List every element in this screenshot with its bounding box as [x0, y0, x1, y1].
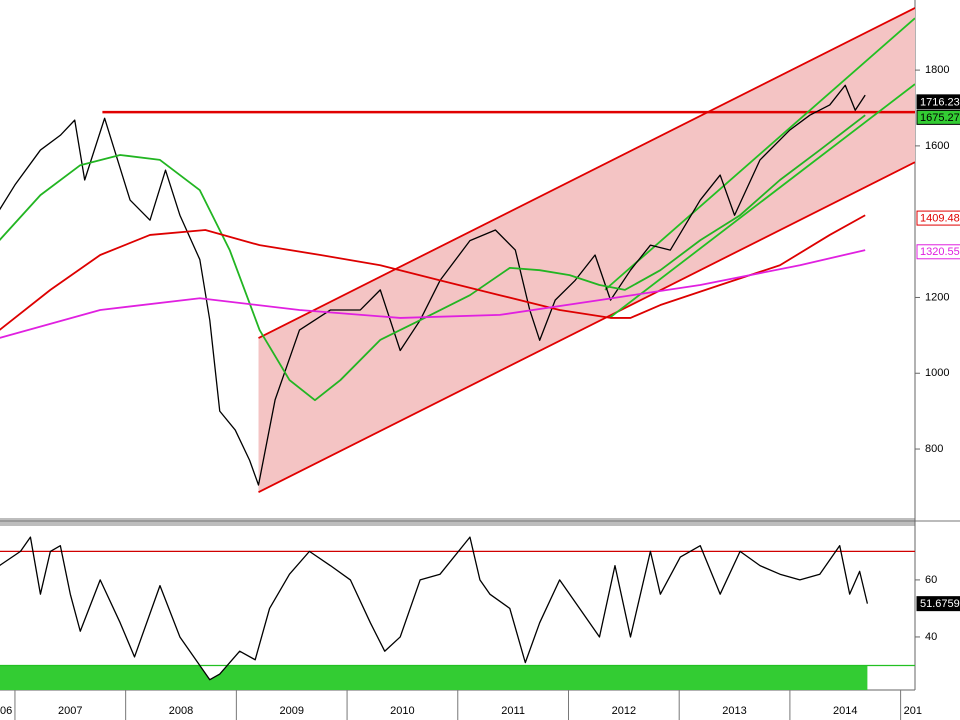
y-tick-label: 800 [925, 443, 943, 455]
y-tick-label: 1600 [925, 140, 949, 152]
series-line [0, 114, 866, 402]
series-line [0, 536, 869, 681]
series-line [0, 249, 866, 339]
y-tick-label: 1800 [925, 64, 949, 76]
channel-fill [258, 7, 915, 493]
last-value-box [916, 596, 960, 612]
axes: 800 1000 1200 1600 1800 1716.23 1675.27 1409.48… [0, 64, 960, 720]
x-tick-label: 2008 [169, 705, 193, 717]
x-tick-label: 2009 [279, 705, 303, 717]
last-value-box [916, 244, 960, 260]
trend-line [604, 17, 915, 291]
oversold-fill [0, 665, 868, 690]
y-tick-label: 1000 [925, 367, 949, 379]
trend-line [258, 7, 915, 339]
last-value-box [916, 109, 960, 125]
x-tick-label: 2010 [390, 705, 414, 717]
y-tick-label: 40 [925, 631, 937, 643]
last-value-box [916, 210, 960, 226]
last-value-label: 1675.27 [920, 112, 960, 124]
last-value-label: 51.6759 [920, 598, 960, 610]
series-line [0, 214, 866, 331]
panel-separator [0, 518, 915, 526]
y-tick-label: 1200 [925, 291, 949, 303]
last-value-label: 1320.55 [920, 246, 960, 258]
x-tick-label: 201 [904, 705, 922, 717]
x-tick-label: 2007 [58, 705, 82, 717]
rsi-panel [0, 536, 915, 690]
last-value-label: 1716.23 [920, 96, 960, 108]
x-tick-label: 2011 [501, 705, 525, 717]
x-tick-label: 2013 [722, 705, 746, 717]
y-tick-label: 60 [925, 574, 937, 586]
last-value-box [916, 94, 960, 110]
trend-line [608, 83, 915, 319]
x-tick-label: 2012 [612, 705, 636, 717]
last-value-label: 1409.48 [920, 212, 960, 224]
price-panel [0, 7, 915, 494]
x-tick-label: 06 [0, 705, 12, 717]
trend-line [258, 161, 915, 494]
x-tick-label: 2014 [833, 705, 857, 717]
